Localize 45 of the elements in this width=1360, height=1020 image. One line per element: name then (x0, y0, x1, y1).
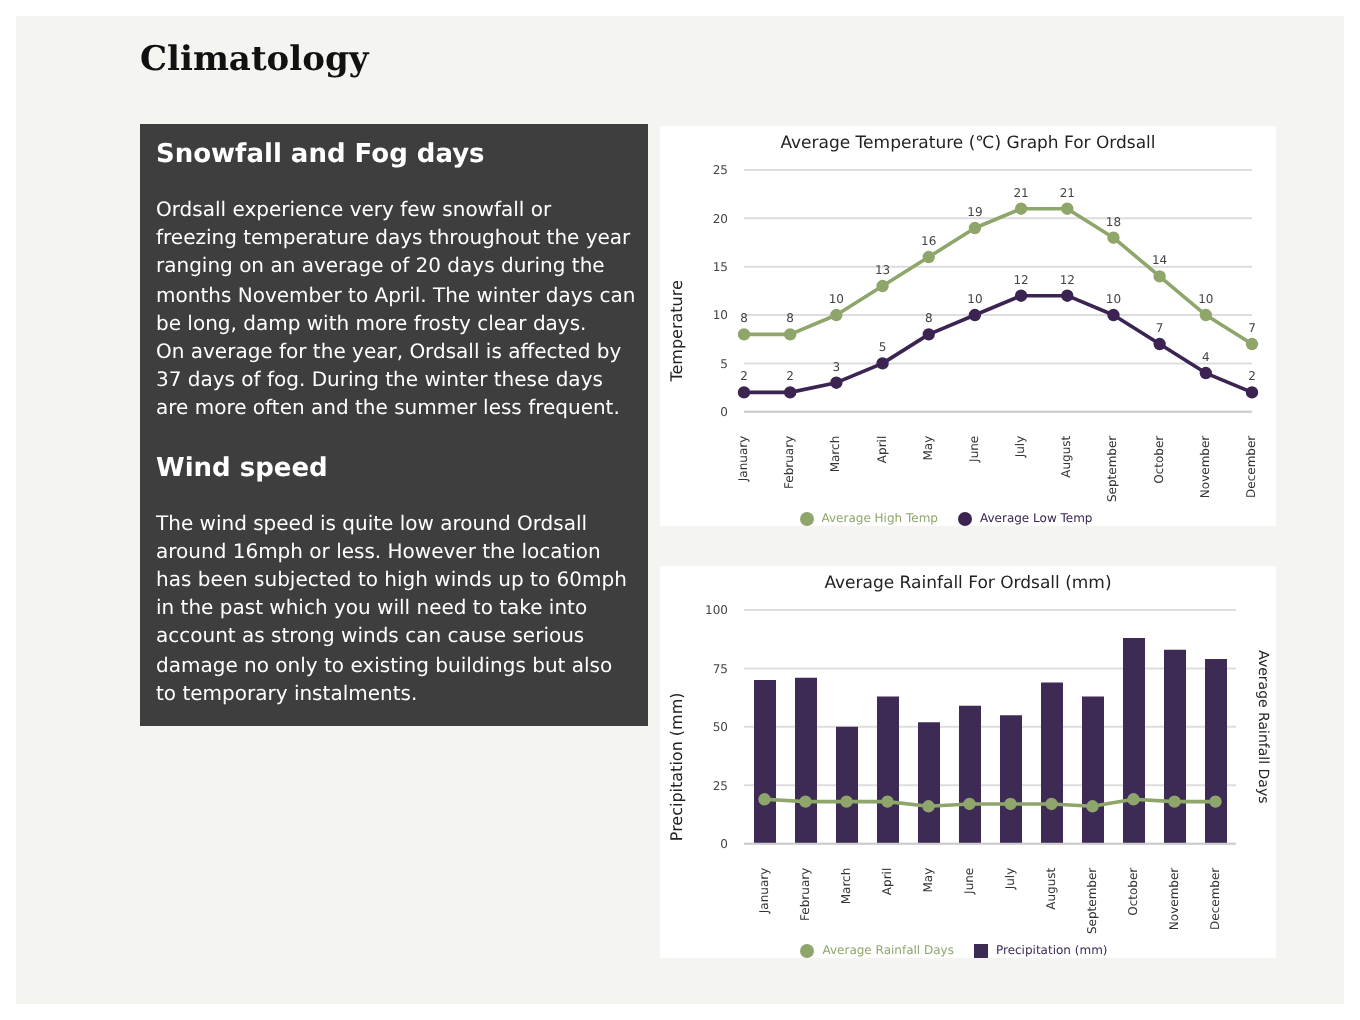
text: The wind speed is quite low around Ordsall around 16mph or less. However the location has been subjected to high winds up to 60mph in the past which you will need to take into account as strong winds can cause serious damage no only to existing buildings but also to temporary instalments. (156, 511, 629, 710)
point (1153, 337, 1166, 351)
point (1014, 289, 1028, 302)
point (922, 328, 935, 341)
bar (836, 726, 858, 844)
point (1107, 231, 1120, 244)
text: Wind speed (156, 453, 330, 484)
text: Snowfall and Fog days (156, 140, 487, 170)
bar (1000, 715, 1022, 844)
y-axis-title: Temperature (667, 280, 686, 384)
point (783, 386, 797, 399)
point (1014, 202, 1028, 215)
point (1245, 337, 1259, 351)
point (1153, 270, 1166, 283)
bar (795, 677, 817, 844)
bar (959, 705, 981, 844)
point (1199, 308, 1213, 322)
bar (918, 722, 940, 844)
point (1199, 366, 1213, 380)
point (876, 279, 889, 293)
point (876, 357, 889, 370)
point (922, 250, 935, 264)
point (1245, 386, 1259, 399)
point (830, 308, 843, 322)
point (968, 221, 982, 235)
chart-title: Average Rainfall For Ordsall (mm) (822, 572, 1114, 598)
chart-title: Average Temperature (℃) Graph For Ordsall (778, 132, 1158, 158)
text: Climatology (140, 40, 372, 80)
bar (754, 680, 776, 844)
bar (1123, 638, 1145, 844)
bar (877, 696, 899, 844)
y-axis-title: Precipitation (mm) (667, 692, 686, 842)
point (737, 386, 751, 399)
point (1061, 289, 1074, 302)
bar (1205, 659, 1227, 844)
point (1061, 202, 1074, 215)
text: Ordsall experience very few snowfall or freezing temperature days throughout the year ranging on an average of 20 days during the months November to April. The winter days can be long, damp with more frosty clear days. On average for the year, Ordsall is affected by 37 days of fog. During the winter these days are more often and the summer less frequent. (156, 198, 636, 425)
bar (1082, 696, 1104, 844)
point (968, 308, 982, 322)
point (1107, 308, 1120, 322)
point (783, 328, 797, 341)
point (737, 328, 751, 341)
point (830, 376, 843, 389)
bar (1041, 682, 1063, 844)
bar (1164, 649, 1186, 844)
